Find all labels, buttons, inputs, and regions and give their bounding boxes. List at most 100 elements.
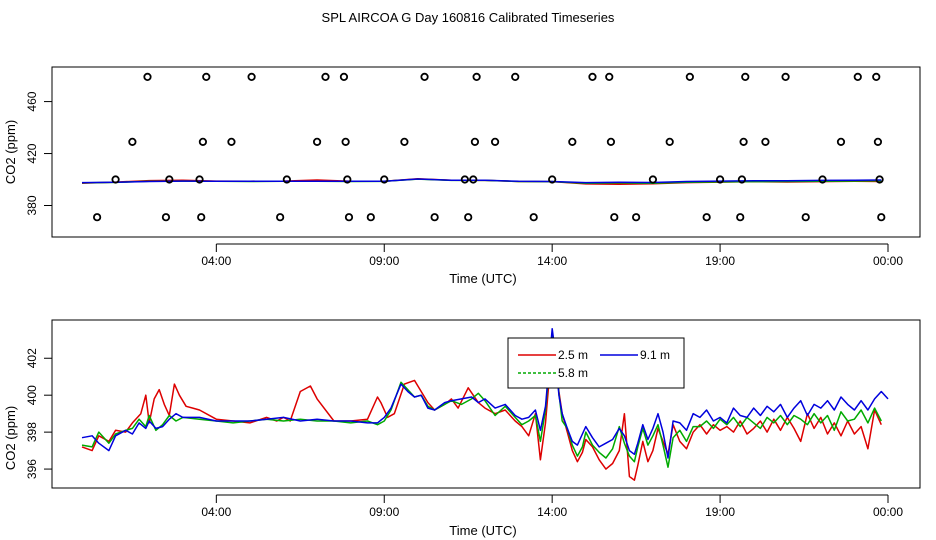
top-series-lines [81, 178, 882, 186]
scatter-point [610, 213, 619, 222]
scatter-point [715, 175, 725, 184]
scatter-point [161, 213, 171, 222]
scatter-point [247, 72, 256, 81]
scatter-point [836, 137, 846, 146]
scatter-point [588, 72, 597, 81]
scatter-point [472, 72, 481, 81]
top-x-tick-label: 04:00 [201, 254, 231, 268]
scatter-point [781, 72, 790, 81]
top-x-tick-label: 14:00 [537, 254, 567, 268]
scatter-point [143, 72, 152, 81]
bottom-series-lines [81, 327, 889, 481]
top-y-axis-label: CO2 (ppm) [3, 120, 18, 184]
scatter-point [632, 213, 641, 222]
bottom-y-tick-label: 396 [25, 459, 39, 479]
bottom-x-tick-label: 00:00 [873, 505, 903, 519]
scatter-point [195, 175, 204, 184]
bottom-x-tick-label: 04:00 [201, 505, 231, 519]
scatter-point [490, 137, 500, 146]
scatter-point [202, 72, 211, 81]
bottom-y-axis-label: CO2 (ppm) [3, 406, 18, 470]
scatter-point [737, 175, 747, 184]
scatter-point [197, 213, 206, 222]
bottom-x-axis-label: Time (UTC) [449, 523, 516, 538]
scatter-point [343, 175, 352, 184]
top-x-tick-label: 00:00 [873, 254, 903, 268]
top-panel: 380 420 460 04:00 09:00 14:00 19:00 00:00 Time… [3, 66, 921, 286]
scatter-point [736, 213, 745, 222]
scatter-point [420, 72, 429, 81]
bottom-series-line-5-8-m [81, 333, 882, 468]
scatter-point [321, 72, 330, 81]
legend-label: 5.8 m [558, 366, 588, 380]
scatter-point [93, 213, 102, 222]
scatter-point [198, 137, 207, 146]
top-y-tick-label: 460 [25, 91, 39, 111]
bottom-x-tick-label: 09:00 [369, 505, 399, 519]
scatter-point [128, 137, 137, 146]
scatter-point [875, 175, 884, 184]
scatter-point [312, 137, 322, 146]
scatter-point [165, 175, 174, 184]
scatter-point [568, 137, 577, 146]
bottom-y-tick-label: 400 [25, 385, 39, 405]
legend-label: 2.5 m [558, 348, 588, 362]
scatter-point [469, 175, 478, 184]
bottom-x-tick-label: 14:00 [537, 505, 567, 519]
bottom-y-tick-label: 402 [25, 348, 39, 368]
bottom-y-tick-label: 398 [25, 422, 39, 442]
top-y-tick-label: 420 [25, 143, 39, 163]
scatter-point [380, 175, 389, 184]
scatter-point [227, 137, 236, 146]
scatter-point [464, 213, 473, 222]
legend-box [507, 337, 685, 389]
scatter-point [400, 137, 409, 146]
top-scatter-points [93, 72, 886, 222]
scatter-point [741, 72, 750, 81]
scatter-point [606, 137, 616, 146]
scatter-point [511, 72, 520, 81]
scatter-point [872, 72, 881, 81]
figure-title: SPL AIRCOA G Day 160816 Calibrated Times… [322, 10, 615, 25]
top-x-tick-label: 19:00 [705, 254, 735, 268]
bottom-y-axis: 396 398 400 402 [25, 348, 52, 479]
bottom-panel: 396 398 400 402 04:00 09:00 14:00 19:00 00:00 2… [3, 319, 921, 538]
scatter-point [801, 213, 810, 222]
scatter-point [111, 175, 120, 184]
scatter-point [460, 175, 469, 184]
scatter-point [873, 137, 883, 146]
legend-label: 9.1 m [640, 348, 670, 362]
scatter-point [853, 72, 862, 81]
bottom-x-tick-label: 19:00 [705, 505, 735, 519]
bottom-plot-frame [51, 319, 921, 489]
scatter-point [470, 137, 480, 146]
scatter-point [276, 213, 285, 222]
scatter-point [605, 72, 614, 81]
legend: 2.5 m 5.8 m 9.1 m [507, 337, 685, 389]
scatter-point [665, 137, 674, 146]
scatter-point [761, 137, 770, 146]
scatter-point [648, 175, 658, 184]
scatter-point [339, 72, 349, 81]
scatter-point [548, 175, 557, 184]
scatter-point [282, 175, 291, 184]
bottom-series-line-2-5-m [81, 342, 882, 481]
scatter-point [739, 137, 748, 146]
scatter-point [702, 213, 711, 222]
top-y-tick-label: 380 [25, 195, 39, 215]
top-y-axis: 380 420 460 [25, 91, 52, 216]
top-series-line-9-1-m [81, 178, 882, 184]
bottom-x-axis: 04:00 09:00 14:00 19:00 00:00 [201, 494, 903, 519]
scatter-point [430, 213, 439, 222]
top-x-axis: 04:00 09:00 14:00 19:00 00:00 [201, 243, 903, 268]
scatter-point [529, 213, 538, 222]
scatter-point [818, 175, 827, 184]
scatter-point [344, 213, 354, 222]
scatter-point [366, 213, 375, 222]
scatter-point [685, 72, 694, 81]
bottom-series-line-9-1-m [81, 327, 889, 459]
scatter-point [877, 213, 886, 222]
scatter-point [341, 137, 350, 146]
top-plot-frame [51, 66, 921, 238]
